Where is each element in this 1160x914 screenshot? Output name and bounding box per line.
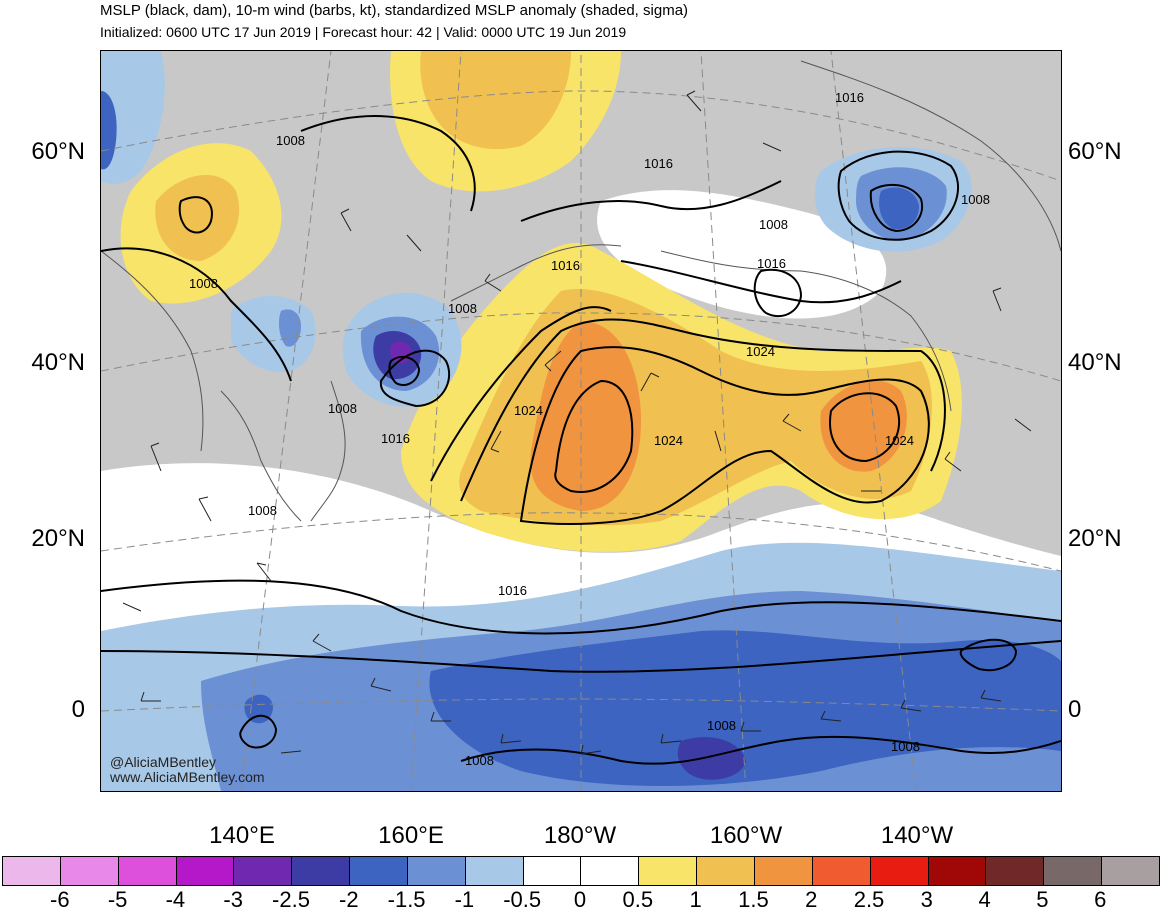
colorbar-tick-label: 2 — [805, 887, 818, 912]
lat-label-right: 20°N — [1068, 525, 1122, 552]
anomaly-positive-core-west — [530, 321, 641, 511]
isobar-label: 1008 — [248, 503, 277, 518]
colorbar-swatch — [1044, 857, 1103, 885]
colorbar-swatch — [465, 857, 524, 885]
colorbar-tick-label: 1.5 — [738, 887, 769, 912]
lat-label-left: 0 — [71, 696, 85, 723]
colorbar-tick-label: -3 — [223, 887, 243, 912]
colorbar-swatch — [176, 857, 235, 885]
colorbar-tick-label: 4 — [978, 887, 991, 912]
colorbar-swatch — [118, 857, 177, 885]
isobar-label: 1008 — [189, 276, 218, 291]
lon-label: 180°W — [543, 822, 617, 849]
colorbar-tick-label: -6 — [50, 887, 70, 912]
colorbar-swatch — [581, 857, 640, 885]
anomaly-white-region-north — [597, 190, 887, 319]
colorbar-tick-label: -1.5 — [387, 887, 426, 912]
isobar-labels-extra: 1008 — [891, 739, 920, 754]
anomaly-colorbar — [2, 856, 1160, 886]
map-panel: 1008 1008 1008 1008 1008 1008 1008 1008 … — [100, 50, 1062, 792]
isobar-label: 1008 — [707, 718, 736, 733]
colorbar-swatch — [234, 857, 293, 885]
colorbar-swatch — [60, 857, 119, 885]
colorbar-swatch — [407, 857, 466, 885]
anomaly-positive-arctic-core — [420, 51, 571, 150]
colorbar-swatch — [870, 857, 929, 885]
lon-label: 140°W — [880, 822, 954, 849]
colorbar-tick-label: 0.5 — [622, 887, 654, 912]
colorbar-tick-label: -2.5 — [272, 887, 310, 912]
colorbar-swatch — [1102, 857, 1159, 885]
wind-barbs — [122, 90, 1032, 755]
lon-label: 160°E — [378, 822, 444, 849]
anomaly-negative-tropics-strong — [429, 630, 1061, 786]
map-title: MSLP (black, dam), 10-m wind (barbs, kt)… — [100, 2, 689, 19]
isobar-label: 1016 — [498, 583, 527, 598]
colorbar-swatch — [928, 857, 987, 885]
graticule — [101, 51, 1061, 791]
lat-label-left: 40°N — [31, 349, 85, 376]
colorbar-tick-label: 3 — [920, 887, 933, 912]
anomaly-positive-siberia-core — [155, 174, 240, 261]
colorbar-swatch — [697, 857, 755, 885]
lon-label: 160°W — [709, 822, 783, 849]
credit-site: www.AliciaMBentley.com — [110, 769, 265, 785]
colorbar-swatch — [292, 857, 351, 885]
isobar-label: 1008 — [448, 301, 477, 316]
isobar-label: 1016 — [757, 256, 786, 271]
isobars — [101, 115, 1061, 765]
colorbar-swatch — [754, 857, 813, 885]
isobar-labels: 1008 1008 1008 1008 1008 1008 1008 1008 … — [189, 90, 990, 768]
isobar-label: 1008 — [276, 133, 305, 148]
map-subtitle: Initialized: 0600 UTC 17 Jun 2019 | Fore… — [100, 24, 627, 40]
lat-label-left: 20°N — [31, 525, 85, 552]
colorbar-swatch — [523, 857, 582, 885]
isobar-label: 1016 — [551, 258, 580, 273]
isobar-label: 1016 — [835, 90, 864, 105]
colorbar-tick-label: -2 — [339, 887, 359, 912]
anomaly-negative-tropics-core — [677, 737, 746, 780]
isobar-label: 1016 — [644, 156, 673, 171]
lat-label-left: 60°N — [31, 138, 85, 165]
colorbar-tick-label: -1 — [454, 887, 475, 912]
colorbar-tick-label: 0 — [573, 887, 587, 912]
credit-handle: @AliciaMBentley — [110, 754, 217, 770]
anomaly-negative-west-edge — [101, 51, 165, 184]
lat-label-right: 0 — [1068, 696, 1082, 723]
colorbar-swatch — [350, 857, 408, 885]
colorbar-tick-label: 1 — [689, 887, 702, 912]
coastlines — [101, 60, 1061, 522]
lon-label: 140°E — [209, 822, 275, 849]
anomaly-positive-core-east — [820, 380, 907, 472]
colorbar-tick-label: -5 — [107, 887, 128, 912]
isobar-label: 1008 — [961, 192, 990, 207]
isobar-label: 1008 — [759, 217, 788, 232]
colorbar-swatch — [812, 857, 871, 885]
isobar-label: 1024 — [885, 433, 914, 448]
isobar-label: 1024 — [746, 344, 775, 359]
isobar-label: 1008 — [328, 401, 357, 416]
isobar-label: 1016 — [381, 431, 410, 446]
lat-label-right: 60°N — [1068, 138, 1122, 165]
colorbar-tick-label: -0.5 — [503, 887, 542, 912]
anomaly-map-svg: 1008 1008 1008 1008 1008 1008 1008 1008 … — [101, 51, 1061, 791]
colorbar-tick-label: 2.5 — [853, 887, 885, 912]
lat-label-right: 40°N — [1068, 349, 1122, 376]
isobar-label: 1024 — [514, 403, 543, 418]
isobar-label: 1008 — [465, 753, 494, 768]
colorbar-swatch — [3, 857, 61, 885]
isobar-label: 1024 — [654, 433, 683, 448]
colorbar-swatch — [986, 857, 1045, 885]
colorbar-tick-label: 5 — [1036, 887, 1049, 912]
colorbar-tick-label: 6 — [1094, 887, 1107, 912]
anomaly-negative-alaska-core — [879, 187, 919, 230]
colorbar-swatch — [639, 857, 698, 885]
colorbar-tick-label: -4 — [165, 887, 186, 912]
isobar-label: 1008 — [891, 739, 920, 754]
